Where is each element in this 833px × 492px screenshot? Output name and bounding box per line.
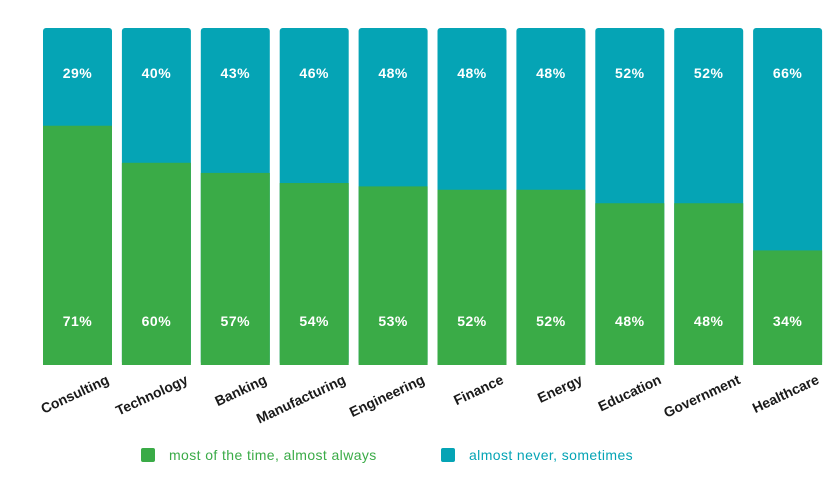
bar-segment-most-of-the-time — [437, 189, 507, 365]
legend-swatch-green — [141, 448, 155, 462]
bar-segment-most-of-the-time — [516, 189, 586, 365]
value-label-bottom: 48% — [694, 313, 724, 329]
value-label-bottom: 71% — [63, 313, 93, 329]
value-label-bottom: 60% — [142, 313, 172, 329]
bar-group-consulting: 29% 71% Consulting — [38, 28, 112, 417]
bar-group-energy: 48% 52% Energy — [516, 28, 586, 406]
category-label-education: Education — [595, 371, 663, 414]
value-label-top: 48% — [457, 65, 487, 81]
bar-segment-most-of-the-time — [674, 203, 744, 365]
value-label-top: 66% — [773, 65, 803, 81]
value-label-bottom: 48% — [615, 313, 645, 329]
bar-group-government: 52% 48% Government — [661, 28, 744, 421]
category-label-energy: Energy — [535, 371, 585, 406]
category-label-consulting: Consulting — [38, 371, 111, 416]
legend-swatch-teal — [441, 448, 455, 462]
bar-group-engineering: 48% 53% Engineering — [347, 28, 428, 420]
category-label-healthcare: Healthcare — [750, 371, 822, 416]
bar-group-technology: 40% 60% Technology — [113, 28, 191, 418]
value-label-bottom: 57% — [221, 313, 251, 329]
value-label-top: 29% — [63, 65, 93, 81]
legend-label: almost never, sometimes — [469, 447, 634, 463]
value-label-bottom: 54% — [299, 313, 329, 329]
bar-segment-most-of-the-time — [279, 183, 349, 365]
category-label-banking: Banking — [212, 371, 269, 409]
category-label-technology: Technology — [113, 371, 190, 418]
bar-segment-most-of-the-time — [358, 186, 428, 365]
value-label-top: 52% — [615, 65, 645, 81]
category-label-engineering: Engineering — [347, 371, 427, 420]
bar-segment-most-of-the-time — [753, 250, 823, 365]
bar-segment-most-of-the-time — [200, 172, 270, 365]
value-label-top: 52% — [694, 65, 724, 81]
value-label-top: 40% — [142, 65, 172, 81]
bar-group-banking: 43% 57% Banking — [200, 28, 270, 409]
legend-item-almost-never: almost never, sometimes — [441, 447, 633, 463]
bar-segment-most-of-the-time — [43, 125, 112, 365]
bar-group-finance: 48% 52% Finance — [437, 28, 507, 408]
bar-group-healthcare: 66% 34% Healthcare — [750, 28, 823, 416]
bar-group-education: 52% 48% Education — [595, 28, 665, 414]
category-label-finance: Finance — [451, 371, 506, 408]
value-label-bottom: 34% — [773, 313, 803, 329]
legend-label: most of the time, almost always — [169, 447, 377, 463]
value-label-top: 43% — [221, 65, 251, 81]
legend: most of the time, almost always almost n… — [0, 447, 833, 469]
value-label-bottom: 52% — [536, 313, 566, 329]
category-label-manufacturing: Manufacturing — [254, 371, 348, 426]
value-label-top: 46% — [299, 65, 329, 81]
value-label-top: 48% — [536, 65, 566, 81]
legend-item-most-of-the-time: most of the time, almost always — [141, 447, 377, 463]
bar-segment-most-of-the-time — [121, 162, 191, 365]
value-label-bottom: 52% — [457, 313, 487, 329]
bar-segment-most-of-the-time — [595, 203, 665, 365]
value-label-bottom: 53% — [378, 313, 408, 329]
value-label-top: 48% — [378, 65, 408, 81]
category-label-government: Government — [661, 371, 743, 420]
